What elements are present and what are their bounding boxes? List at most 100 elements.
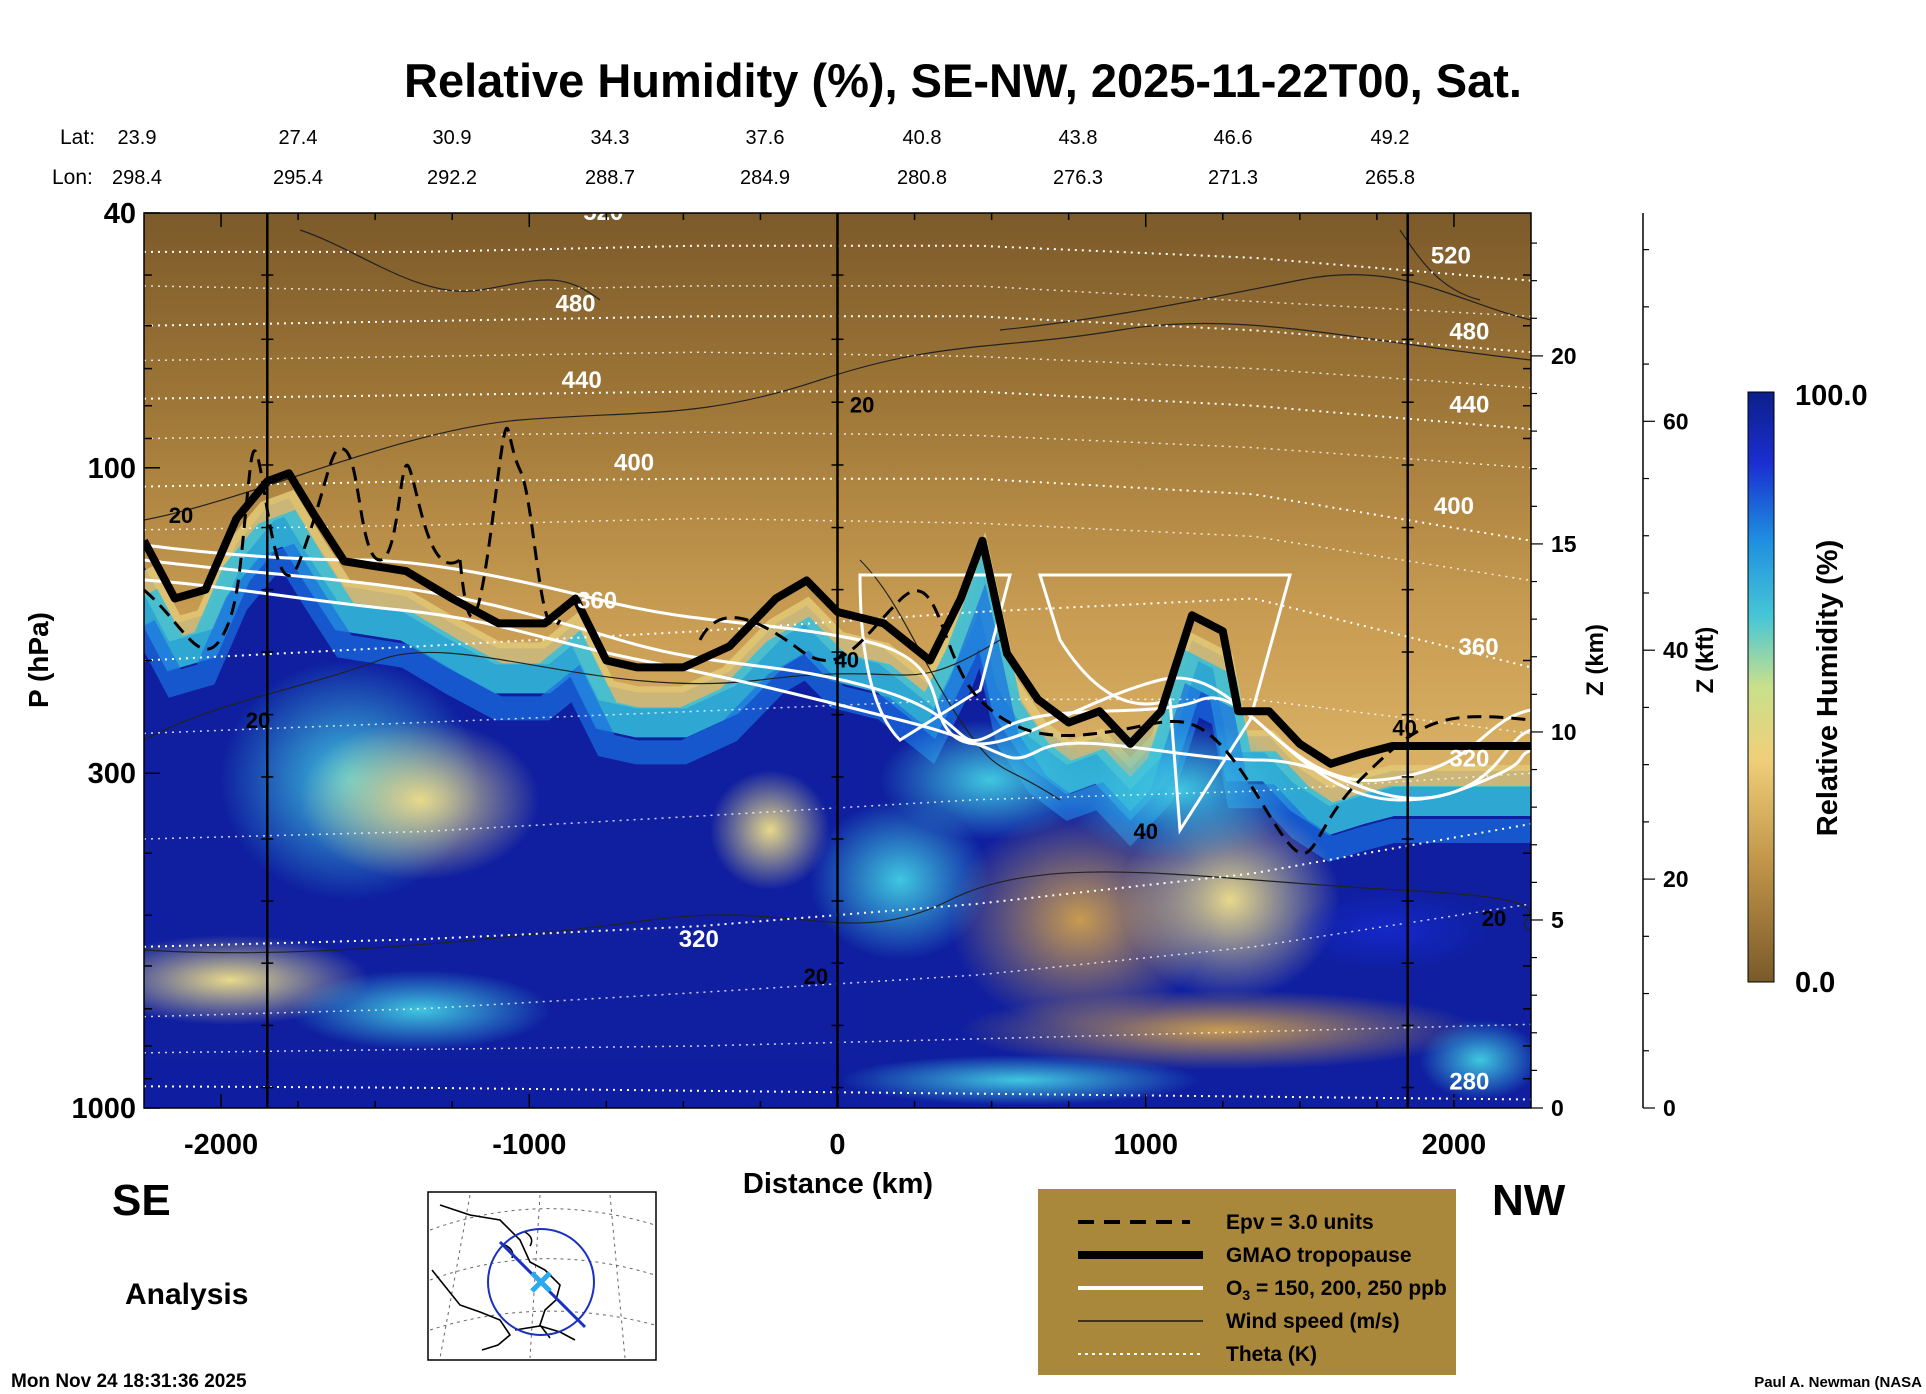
lat-value: 46.6 — [1214, 127, 1253, 149]
contour-label: 360 — [1459, 634, 1499, 661]
lat-value: 49.2 — [1371, 127, 1410, 149]
z-kft-tick-label: 40 — [1663, 637, 1689, 663]
dry-patch — [710, 770, 830, 890]
map-frame — [427, 1191, 657, 1361]
analysis-label: Analysis — [125, 1278, 248, 1311]
colorbar: 100.0 0.0 Relative Humidity (%) — [1747, 380, 1868, 999]
epv-contours — [144, 426, 1531, 855]
contour-label: 20 — [1482, 906, 1506, 931]
colorbar-scale — [1747, 391, 1775, 983]
ozone-loop — [858, 573, 1012, 742]
p-axis-label: P (hPa) — [23, 612, 54, 708]
contour-label: 520 — [1431, 243, 1471, 270]
wind-contour — [144, 871, 1531, 954]
x-tick-label: 1000 — [1113, 1129, 1178, 1161]
legend-wind-label: Wind speed (m/s) — [1226, 1310, 1400, 1333]
contour-label: 440 — [1449, 392, 1489, 419]
epv-contour — [144, 447, 461, 651]
p-tick-label: 300 — [88, 758, 136, 790]
p-tick-label: 100 — [88, 453, 136, 485]
lat-values: 23.9 27.4 30.9 34.3 37.6 40.8 43.8 46.6 49.2 — [118, 127, 1410, 149]
map-center-marker — [530, 1271, 552, 1293]
z-kft-axis: 0 20 40 60 — [1642, 213, 1689, 1121]
lon-label: Lon: — [52, 166, 93, 189]
contour-label: 20 — [169, 503, 193, 528]
tropospheric-features — [144, 660, 1531, 1108]
z-km-tick-label: 20 — [1551, 343, 1577, 369]
pressure-axis: 40 100 300 1000 — [71, 198, 1531, 1125]
moist-patch — [880, 720, 1100, 840]
z-kft-tick-label: 20 — [1663, 866, 1689, 892]
locator-map — [427, 1191, 657, 1361]
contour-label: 20 — [804, 964, 828, 989]
lat-value: 40.8 — [903, 127, 942, 149]
x-tick-label: 2000 — [1422, 1129, 1487, 1161]
x-tick-label: -1000 — [492, 1129, 566, 1161]
footer-credit: Paul A. Newman (NASA — [1754, 1374, 1922, 1391]
contour-label: 520 — [583, 199, 623, 226]
plot-area: 20 20 20 20 20 40 40 40 520 480 440 400 360 320 520 480… — [144, 199, 1531, 1108]
lon-value: 271.3 — [1208, 167, 1258, 189]
legend-theta-label: Theta (K) — [1226, 1343, 1317, 1366]
contour-label: 400 — [1434, 493, 1474, 520]
contour-label: 20 — [246, 708, 270, 733]
ozone-loop — [1037, 573, 1292, 835]
legend: Epv = 3.0 units GMAO tropopause O3 = 150… — [1038, 1189, 1456, 1375]
p-tick-label: 1000 — [71, 1093, 136, 1125]
colorbar-max-label: 100.0 — [1795, 380, 1868, 412]
wind-speed-contours — [144, 229, 1531, 954]
contour-label: 320 — [679, 926, 719, 953]
ozone-contour-200 — [144, 558, 1531, 802]
lat-label: Lat: — [60, 126, 95, 149]
z-km-tick-label: 15 — [1551, 531, 1577, 557]
direction-nw-label: NW — [1492, 1176, 1566, 1225]
lat-value: 34.3 — [591, 127, 630, 149]
z-km-tick-label: 5 — [1551, 907, 1564, 933]
lon-value: 284.9 — [740, 167, 790, 189]
contour-label: 320 — [1449, 746, 1489, 773]
lon-value: 288.7 — [585, 167, 635, 189]
footer-timestamp: Mon Nov 24 18:31:36 2025 — [11, 1371, 247, 1392]
lon-value: 292.2 — [427, 167, 477, 189]
contour-label: 40 — [1133, 819, 1157, 844]
tropopause-line — [144, 469, 1531, 768]
lon-value: 295.4 — [273, 167, 323, 189]
wind-contour — [144, 639, 1001, 741]
ozone-contours — [144, 543, 1531, 835]
map-domain-circle — [487, 1228, 595, 1336]
moist-patch — [810, 800, 990, 960]
map-graticule — [429, 1194, 656, 1359]
contour-label: 40 — [1392, 716, 1416, 741]
dry-patch — [300, 720, 540, 880]
z-km-tick-label: 10 — [1551, 719, 1577, 745]
x-axis: -2000 -1000 0 1000 2000 — [184, 213, 1486, 1161]
ozone-contour-150 — [144, 543, 1531, 782]
moist-patch — [1290, 890, 1490, 970]
moist-patch — [1420, 1020, 1531, 1100]
wind-contour — [144, 322, 1531, 521]
direction-se-label: SE — [112, 1176, 171, 1225]
contour-label: 440 — [562, 367, 602, 394]
lat-value: 27.4 — [279, 127, 318, 149]
p-tick-label: 40 — [104, 198, 136, 230]
wind-contour — [859, 559, 1061, 801]
map-coastlines — [431, 1204, 576, 1351]
moist-patch — [1060, 720, 1300, 860]
lon-value: 265.8 — [1365, 167, 1415, 189]
lon-value: 280.8 — [897, 167, 947, 189]
moist-patch — [840, 1055, 1200, 1105]
epv-contour — [698, 589, 1531, 855]
legend-ozone-label: O3 = 150, 200, 250 ppb — [1226, 1277, 1447, 1303]
lat-value: 37.6 — [746, 127, 785, 149]
z-km-tick-label: 0 — [1551, 1095, 1564, 1121]
lon-value: 276.3 — [1053, 167, 1103, 189]
z-kft-tick-label: 0 — [1663, 1095, 1676, 1121]
legend-epv-label: Epv = 3.0 units — [1226, 1211, 1374, 1234]
ozone-contour-250 — [144, 578, 1531, 800]
contour-labels: 20 20 20 20 20 40 40 40 520 480 440 400 360 320 520 480… — [169, 199, 1507, 1095]
moist-patch — [290, 970, 550, 1050]
z-km-axis: 0 5 10 15 20 — [1531, 242, 1577, 1121]
contour-label: 20 — [850, 393, 874, 418]
contour-label: 40 — [835, 647, 859, 672]
